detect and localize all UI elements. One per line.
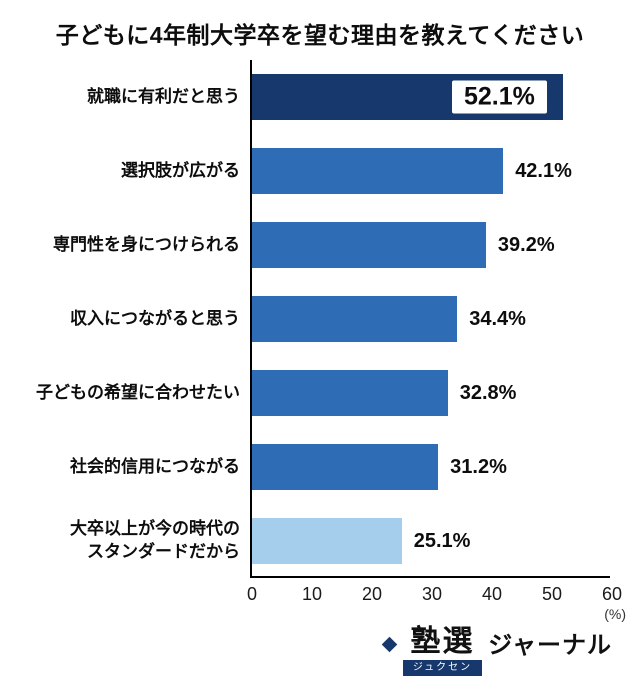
value-label: 39.2% [497,233,555,256]
bar [252,444,439,490]
x-axis-unit-label: (%) [604,606,626,622]
bar-row: 社会的信用につながる 31.2% [0,430,640,504]
bar-zone: 52.1% [250,60,610,134]
x-axis-tick: 30 [421,584,443,604]
bar-chart: 就職に有利だと思う 52.1% 選択肢が広がる 42.1% 専門性を身につけられる 39.… [0,60,640,622]
bar-zone: 39.2% [250,208,610,282]
bar [252,518,402,564]
category-label: 収入につながると思う [70,308,240,328]
logo-reading-badge: ジュクセン [402,660,483,676]
bar-zone: 31.2% [250,430,610,504]
logo-wordmark: 塾選 ジュクセン [402,625,483,676]
bar-zone: 34.4% [250,282,610,356]
category-label: 専門性を身につけられる [53,234,240,254]
category-label: 大卒以上が今の時代の スタンダードだから [70,519,240,561]
category-label: 就職に有利だと思う [87,86,240,106]
bar [252,296,458,342]
x-axis-tick: 50 [541,584,563,604]
bar-row: 就職に有利だと思う 52.1% [0,60,640,134]
value-label: 32.8% [459,381,517,404]
x-axis-line [250,576,610,578]
chart-title: 子どもに4年制大学卒を望む理由を教えてください [55,22,585,48]
logo: 塾選 ジュクセン ジャーナル [381,625,612,676]
x-axis-tick: 20 [361,584,383,604]
bar [252,370,448,416]
category-label: 選択肢が広がる [121,160,240,180]
value-label: 42.1% [515,159,572,182]
x-axis-tick: 10 [301,584,323,604]
x-axis-tick: 0 [246,584,258,604]
bar [252,222,486,268]
value-label: 31.2% [450,455,507,478]
bar: 52.1% [252,74,563,120]
value-label: 25.1% [413,529,471,552]
logo-main-text: 塾選 [410,625,475,658]
x-axis: 0 10 20 30 40 50 60 [247,578,622,606]
category-label: 子どもの希望に合わせたい [36,382,240,402]
bar-zone: 32.8% [250,356,610,430]
logo-suffix-text: ジャーナル [488,632,612,659]
bar-zone: 42.1% [250,134,610,208]
chart-rows: 就職に有利だと思う 52.1% 選択肢が広がる 42.1% 専門性を身につけられる 39.… [0,60,640,578]
bar-row: 収入につながると思う 34.4% [0,282,640,356]
category-label: 社会的信用につながる [70,456,240,476]
bar-row: 大卒以上が今の時代の スタンダードだから 25.1% [0,504,640,578]
value-label: 34.4% [469,307,526,330]
bar-row: 子どもの希望に合わせたい 32.8% [0,356,640,430]
value-label: 52.1% [451,80,547,114]
bar-row: 選択肢が広がる 42.1% [0,134,640,208]
bar [252,148,504,194]
y-axis-line [250,60,252,578]
bar-zone: 25.1% [250,504,610,578]
logo-icon [381,636,398,653]
x-axis-tick: 40 [481,584,503,604]
x-axis-tick: 60 [601,584,623,604]
bar-row: 専門性を身につけられる 39.2% [0,208,640,282]
